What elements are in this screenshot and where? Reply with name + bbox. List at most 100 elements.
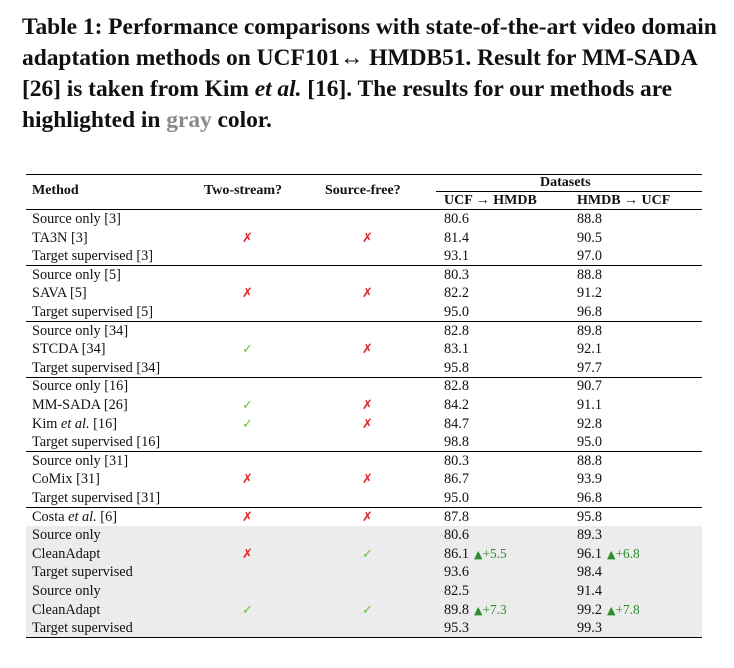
ucf-hmdb-value: 93.1 xyxy=(444,248,470,265)
ucf-hmdb-value: 80.3 xyxy=(444,452,470,469)
table-row: Target supervised [31] 95.0 96.8 xyxy=(26,489,702,508)
hmdb-ucf-value: 93.9 xyxy=(577,471,603,488)
method-name: CleanAdapt xyxy=(32,601,101,618)
hmdb-ucf-value: 88.8 xyxy=(577,211,603,227)
gain-value: +5.5 xyxy=(482,545,507,561)
ucf-hmdb-value: 95.3 xyxy=(444,620,470,637)
ucf-hmdb-value: 81.4 xyxy=(444,229,470,246)
cross-icon: ✗ xyxy=(362,416,373,432)
hmdb-ucf-cell: 95.0 xyxy=(577,433,602,452)
cross-icon: ✗ xyxy=(242,472,253,488)
two-stream-cell: ✗ xyxy=(242,284,253,304)
ucf-hmdb-cell: 98.8 xyxy=(444,433,469,452)
two-stream-cell: ✓ xyxy=(242,340,253,360)
source-free-cell: ✗ xyxy=(362,340,373,360)
datasets-rule xyxy=(436,191,702,192)
group-rule xyxy=(26,451,702,453)
source-free-cell: ✗ xyxy=(362,229,373,249)
method-name: Target supervised [16] xyxy=(32,434,161,451)
ucf-hmdb-value: 89.8 xyxy=(444,601,470,618)
hmdb-ucf-value: 91.4 xyxy=(577,583,603,599)
ucf-hmdb-cell: 84.2 xyxy=(444,396,469,415)
source-free-cell: ✓ xyxy=(362,545,373,565)
hmdb-ucf-cell: 95.8 xyxy=(577,508,602,527)
method-name: Costa xyxy=(32,508,69,525)
cross-icon: ✗ xyxy=(242,286,253,302)
table-row: Target supervised [16] 98.8 95.0 xyxy=(26,433,702,452)
table-row: Target supervised [3] 93.1 97.0 xyxy=(26,247,702,266)
up-arrow-icon: ▲ xyxy=(607,547,616,561)
hmdb-ucf-cell: 97.7 xyxy=(577,359,602,378)
source-free-cell: ✗ xyxy=(362,396,373,416)
method-name: Target supervised xyxy=(32,564,133,581)
ucf-hmdb-cell: 80.3 xyxy=(444,266,469,285)
table-row: Source only 80.6 89.3 xyxy=(26,526,702,545)
source-free-cell: ✗ xyxy=(362,508,373,528)
hmdb-ucf-cell: 92.1 xyxy=(577,340,602,359)
method-citation: [16] xyxy=(89,415,117,432)
method-name: Source only xyxy=(32,583,101,599)
hmdb-ucf-cell: 96.1 ▲+6.8 xyxy=(577,545,640,565)
hmdb-ucf-value: 88.8 xyxy=(577,266,603,283)
group-rule xyxy=(26,265,702,267)
table-row: Target supervised [5] 95.0 96.8 xyxy=(26,303,702,322)
ucf-hmdb-cell: 84.7 xyxy=(444,415,469,434)
cross-icon: ✗ xyxy=(242,509,253,525)
hmdb-ucf-cell: 90.7 xyxy=(577,377,602,396)
header-method: Method xyxy=(32,183,79,198)
method-name: SAVA [5] xyxy=(32,285,87,302)
table-row: Target supervised [34] 95.8 97.7 xyxy=(26,359,702,378)
method-name: MM-SADA [26] xyxy=(32,397,128,413)
ucf-hmdb-cell: 82.8 xyxy=(444,377,469,396)
header-datasets: Datasets xyxy=(540,175,591,190)
hmdb-ucf-value: 92.8 xyxy=(577,415,603,432)
ucf-hmdb-value: 95.8 xyxy=(444,359,470,376)
ucf-hmdb-value: 82.8 xyxy=(444,378,470,395)
ucf-hmdb-cell: 81.4 xyxy=(444,229,469,248)
hmdb-ucf-value: 98.4 xyxy=(577,564,603,581)
table-row: TA3N [3] ✗ ✗ 81.4 90.5 xyxy=(26,229,702,248)
ucf-hmdb-gain: ▲+5.5 xyxy=(474,546,507,561)
hmdb-ucf-value: 91.2 xyxy=(577,285,603,302)
hmdb-ucf-cell: 89.8 xyxy=(577,322,602,341)
table-row: Target supervised 93.6 98.4 xyxy=(26,563,702,582)
cross-icon: ✗ xyxy=(362,342,373,358)
method-name: Source only [34] xyxy=(32,322,129,339)
method-cell: TA3N [3] xyxy=(32,229,88,248)
two-stream-cell: ✓ xyxy=(242,601,253,621)
top-rule xyxy=(26,174,702,175)
table-row: Source only [16] 82.8 90.7 xyxy=(26,377,702,396)
table-row: Source only [34] 82.8 89.8 xyxy=(26,322,702,341)
hmdb-ucf-cell: 88.8 xyxy=(577,266,602,285)
hmdb-ucf-cell: 89.3 xyxy=(577,526,602,545)
method-name: Kim xyxy=(32,415,61,432)
check-icon: ✓ xyxy=(242,416,253,432)
method-name: Source only [3] xyxy=(32,211,121,227)
hmdb-ucf-cell: 99.2 ▲+7.8 xyxy=(577,601,640,621)
two-stream-cell: ✗ xyxy=(242,470,253,490)
gain-value: +7.8 xyxy=(615,601,640,617)
method-name: Target supervised [5] xyxy=(32,304,154,320)
ucf-hmdb-cell: 82.8 xyxy=(444,322,469,341)
method-name: Target supervised [3] xyxy=(32,248,154,265)
group-rule xyxy=(26,321,702,323)
method-italic: et al. xyxy=(68,508,97,525)
method-name: CoMix [31] xyxy=(32,471,100,488)
source-free-cell: ✗ xyxy=(362,415,373,435)
ucf-hmdb-cell: 89.8 ▲+7.3 xyxy=(444,601,507,621)
hmdb-ucf-cell: 91.1 xyxy=(577,396,602,415)
method-name: Source only [5] xyxy=(32,266,121,283)
method-name: Source only [16] xyxy=(32,378,129,395)
hmdb-ucf-value: 92.1 xyxy=(577,341,603,358)
caption-text-2: [16]. The results for our methods are hi… xyxy=(22,76,673,133)
cross-icon: ✗ xyxy=(362,286,373,302)
cross-icon: ✗ xyxy=(362,509,373,525)
hmdb-ucf-gain: ▲+6.8 xyxy=(607,546,640,561)
method-cell: Source only xyxy=(32,582,101,601)
caption-gray-word: gray xyxy=(166,107,212,133)
table-row: Source only [31] 80.3 88.8 xyxy=(26,452,702,471)
method-cell: Source only xyxy=(32,526,101,545)
hmdb-ucf-value: 91.1 xyxy=(577,397,603,413)
hmdb-ucf-value: 95.8 xyxy=(577,508,603,525)
ucf-hmdb-value: 80.3 xyxy=(444,266,470,283)
